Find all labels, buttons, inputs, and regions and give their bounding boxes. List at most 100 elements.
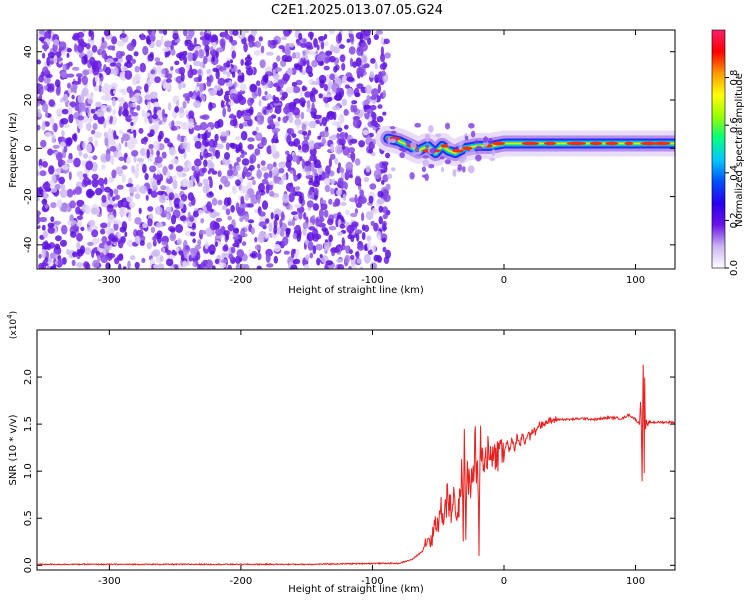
spectrogram-noise-cell (127, 260, 131, 269)
spectrogram-noise-cell (232, 242, 240, 248)
spectrogram-noise-cell (207, 170, 211, 175)
spectrogram-noise-cell (165, 73, 173, 80)
colorbar-gradient (711, 29, 726, 269)
spectrogram-noise-cell (176, 100, 180, 108)
spectrogram-noise-cell (267, 39, 272, 48)
spectrogram-noise-cell (240, 263, 247, 269)
spectrogram-noise-cell (166, 258, 174, 267)
spectrogram-noise-cell (292, 52, 296, 59)
spectrogram-noise-cell (344, 84, 350, 89)
spectrogram-noise-cell (240, 130, 248, 141)
spectrogram-noise-cell (105, 58, 114, 64)
spectrogram-noise-cell (77, 38, 85, 45)
spectrogram-noise-cell (60, 118, 69, 125)
signal-scatter-cell (444, 122, 451, 130)
spectrogram-noise-cell (41, 198, 48, 205)
spectrogram-noise-cell (227, 224, 234, 232)
spectrogram-noise-cell (240, 83, 247, 92)
spectrogram-noise-cell (128, 177, 133, 186)
spectrogram-noise-cell (47, 226, 55, 234)
spectrogram-noise-cell (291, 133, 297, 139)
colorbar-tick-label: 0.2 (729, 212, 740, 228)
spectrogram-noise-cell (226, 60, 231, 68)
spectrogram-noise-cell (316, 44, 320, 51)
spectrogram-noise-cell (301, 123, 307, 131)
spectrogram-noise-cell (128, 103, 134, 108)
signal-peak (462, 146, 473, 151)
signal-scatter-cell (469, 149, 476, 155)
spectrogram-noise-cell (81, 75, 88, 86)
spectrogram-noise-cell (176, 52, 183, 59)
spectrogram-noise-cell (373, 169, 382, 180)
spectrogram-noise-cell (157, 109, 163, 119)
spectrogram-noise-cell (167, 254, 176, 260)
spectrogram-noise-cell (285, 48, 291, 56)
spectrogram-noise-cell (247, 203, 254, 208)
spectrogram-noise-cell (278, 168, 285, 174)
spectrogram-noise-cell (321, 130, 330, 138)
spectrogram-noise-cell (122, 266, 127, 269)
spectrogram-x-tick-label: 0 (501, 275, 507, 286)
spectrogram-y-tick-label: 0 (23, 145, 34, 151)
signal-scatter-cell (462, 166, 466, 173)
spectrogram-noise-cell (294, 204, 302, 209)
spectrogram-noise-cell (214, 133, 219, 142)
spectrogram-noise-cell (338, 137, 346, 146)
spectrogram-noise-cell (334, 157, 339, 165)
colorbar-tick-label: 0.8 (729, 70, 740, 86)
spectrogram-noise-cell (258, 99, 262, 107)
spectrogram-noise-cell (54, 243, 60, 250)
spectrogram-noise-cell (138, 127, 144, 134)
colorbar-axis: 0.0 0.2 0.4 0.6 0.8 (725, 70, 740, 276)
spectrogram-noise-cell (209, 191, 213, 196)
spectrogram-noise-cell (92, 66, 100, 76)
spectrogram-noise-cell (100, 222, 108, 229)
spectrogram-noise-cell (74, 103, 80, 112)
spectrogram-noise-cell (228, 248, 232, 255)
spectrogram-noise-cell (302, 221, 309, 230)
spectrogram-noise-cell (373, 254, 379, 262)
spectrogram-noise-cell (198, 209, 204, 215)
spectrogram-noise-cell (168, 147, 177, 157)
spectrogram-noise-cell (296, 123, 300, 130)
signal-scatter-cell (409, 172, 415, 180)
spectrogram-noise-cell (184, 245, 190, 251)
spectrogram-noise-cell (339, 168, 345, 173)
spectrogram-noise-cell (355, 32, 364, 40)
spectrogram-noise-cell (289, 186, 296, 194)
spectrogram-noise-cell (180, 72, 185, 82)
spectrogram-noise-cell (382, 111, 387, 116)
spectrogram-noise-cell (297, 144, 302, 151)
spectrogram-noise-cell (383, 38, 390, 45)
spectrogram-noise-cell (312, 215, 316, 220)
spectrogram-noise-cell (147, 206, 154, 212)
spectrogram-noise-cell (363, 30, 371, 37)
snr-series-line (37, 364, 675, 567)
signal-peak (640, 141, 657, 146)
signal-scatter-cell (457, 164, 463, 171)
spectrogram-noise-cell (193, 169, 201, 179)
spectrogram-noise-cell (328, 225, 337, 231)
spectrogram-noise-cell (130, 121, 134, 126)
spectrogram-noise-cell (361, 212, 365, 222)
spectrogram-noise-cell (346, 38, 351, 43)
spectrogram-noise-cell (217, 199, 223, 206)
spectrogram-noise-cell (324, 41, 329, 46)
spectrogram-noise-cell (274, 67, 283, 72)
spectrogram-noise-cell (143, 136, 149, 143)
spectrogram-noise-cell (103, 131, 109, 139)
spectrogram-noise-cell (60, 184, 66, 191)
signal-peak (452, 148, 464, 153)
spectrogram-noise-cell (365, 211, 374, 220)
spectrogram-noise-cell (300, 111, 305, 120)
spectrogram-noise-cell (209, 178, 213, 189)
spectrogram-noise-cell (67, 82, 71, 89)
spectrogram-noise-cell (285, 228, 291, 235)
spectrogram-noise-cell (208, 176, 212, 181)
spectrogram-noise-cell (350, 212, 358, 218)
spectrogram-noise-cell (317, 135, 322, 140)
snr-x-tick-label: 0 (501, 576, 507, 587)
spectrogram-noise-cell (59, 189, 68, 198)
spectrogram-y-tick-label: -20 (23, 188, 34, 204)
spectrogram-noise-cell (260, 160, 266, 166)
